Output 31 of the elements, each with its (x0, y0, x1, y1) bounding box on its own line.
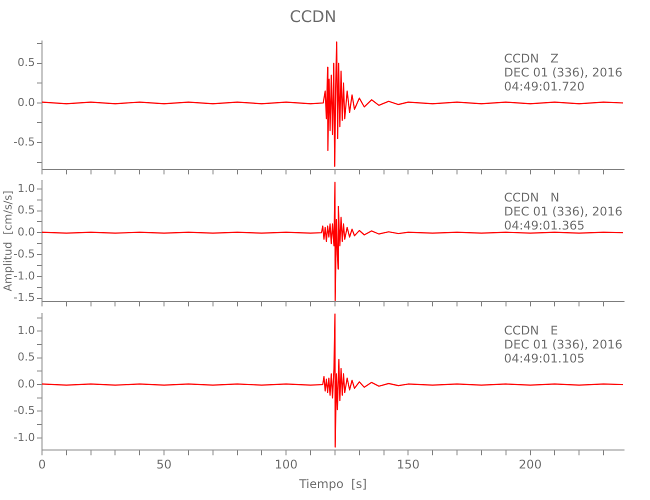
y-tick-label: 1.0 (18, 324, 35, 338)
annotation: CCDN N (504, 190, 560, 205)
x-tick-label: 150 (396, 458, 420, 472)
annotation: 04:49:01.720 (504, 79, 585, 94)
y-tick-label: 1.0 (18, 182, 35, 195)
y-tick-label: 0.0 (18, 377, 35, 390)
y-tick-label: 0.0 (18, 96, 35, 109)
x-axis-title: Tiempo [s] (298, 476, 367, 491)
annotation: CCDN Z (504, 51, 559, 66)
annotation: 04:49:01.365 (504, 218, 585, 233)
annotation: 04:49:01.105 (504, 352, 585, 366)
annotation: CCDN E (504, 324, 558, 338)
y-tick-label: -1.5 (14, 291, 35, 304)
x-tick-label: 200 (518, 458, 542, 472)
y-tick-label: 0.5 (18, 56, 35, 70)
y-tick-label: -0.5 (14, 404, 35, 418)
y-tick-label: -0.5 (14, 247, 35, 260)
y-axis-title: Amplitud [cm/s/s] (1, 190, 14, 292)
x-tick-label: 50 (156, 458, 172, 472)
y-tick-label: -0.5 (14, 135, 35, 148)
y-tick-label: 0.0 (18, 226, 35, 239)
chart-title: CCDN (290, 6, 336, 26)
y-tick-label: -1.0 (14, 430, 35, 444)
y-tick-label: -1.0 (14, 269, 35, 282)
y-tick-label: 0.5 (18, 350, 35, 364)
annotation: DEC 01 (336), 2016 (504, 65, 623, 80)
y-tick-label: 0.5 (18, 204, 35, 217)
x-tick-label: 100 (274, 458, 298, 472)
x-tick-label: 0 (38, 458, 46, 472)
annotation: DEC 01 (336), 2016 (504, 338, 623, 352)
annotation: DEC 01 (336), 2016 (504, 204, 623, 219)
